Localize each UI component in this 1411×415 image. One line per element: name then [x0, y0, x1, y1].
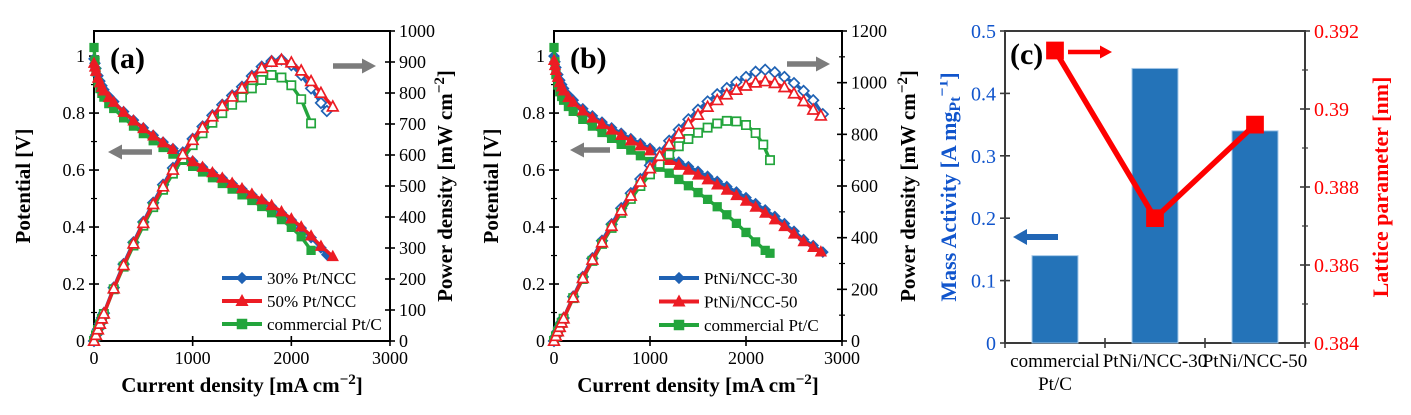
- y-left-axis-title: Potential [V]: [11, 129, 35, 244]
- y-right-tick-label: 800: [399, 83, 426, 103]
- y-right-tick-label: 700: [399, 114, 426, 134]
- panel-label: (c): [1010, 38, 1043, 71]
- series-ptni-ncc-50-power-density: [547, 73, 828, 347]
- x-axis-title: Current density [mA cm−2]: [121, 372, 363, 397]
- plot-border: [93, 30, 391, 342]
- x-tick-label: 3000: [372, 348, 408, 368]
- y-left-tick-label: 0.4: [63, 217, 86, 237]
- y-left-tick-label: 0.6: [523, 160, 546, 180]
- y-right-tick-label: 400: [399, 207, 426, 227]
- panel-a-chart: 0 1000 2000 300000.20.40.60.810100200300400…: [0, 0, 470, 415]
- legend-label: 50% Pt/NCC: [267, 292, 356, 311]
- legend-label: PtNi/NCC-50: [704, 293, 798, 312]
- x-tick-label: 2000: [728, 348, 764, 368]
- y-right-tick-label: 400: [851, 228, 878, 248]
- y-right-tick-label: 200: [399, 269, 426, 289]
- y-right-tick-label: 0.39: [1314, 99, 1349, 121]
- y-left-tick-label: 0.4: [971, 83, 996, 105]
- category-label: Pt/C: [1038, 374, 1072, 395]
- legend-item-50-pt-ncc: 50% Pt/NCC: [222, 292, 356, 311]
- y-right-tick-label: 0: [399, 331, 408, 351]
- legend-item-ptni-ncc-30: PtNi/NCC-30: [659, 269, 798, 288]
- y-right-tick-label: 0.384: [1314, 333, 1359, 355]
- y-left-tick-label: 0: [986, 333, 996, 355]
- series-lattice-parameter-line: [1046, 41, 1264, 228]
- x-tick-label: 3000: [824, 348, 860, 368]
- y-left-tick-label: 0.2: [523, 274, 546, 294]
- panel-b-chart: 0 1000 2000 300000.20.40.60.810200400600800…: [470, 0, 940, 415]
- x-tick-label: 1000: [175, 348, 211, 368]
- y-left-tick-label: 0: [76, 331, 85, 351]
- y-left-axis-title: Mass Activity [A mgPt−1]: [940, 72, 964, 301]
- y-left-tick-label: 1: [536, 46, 545, 66]
- y-right-tick-label: 0.388: [1314, 177, 1359, 199]
- left-axis-arrow: [1013, 229, 1058, 245]
- plot-border: [553, 30, 843, 342]
- y-left-tick-label: 0.5: [971, 21, 996, 43]
- y-right-axis-title: Power density [mW cm−2]: [432, 70, 457, 302]
- y-left-tick-label: 0.8: [523, 103, 546, 123]
- y-right-tick-label: 1000: [851, 73, 887, 93]
- legend: PtNi/NCC-30 PtNi/NCC-50 commercial Pt/C: [659, 269, 819, 335]
- y-right-axis-title: Power density [mW cm−2]: [895, 70, 920, 302]
- legend-label: PtNi/NCC-30: [704, 269, 798, 288]
- series-50-pt-ncc-power-density: [87, 52, 340, 347]
- legend-label: commercial Pt/C: [267, 315, 382, 334]
- x-tick-label: 2000: [273, 348, 309, 368]
- x-axis-title: Current density [mA cm−2]: [577, 372, 819, 397]
- x-tick-label: 1000: [632, 348, 668, 368]
- right-axis-arrow: [333, 58, 376, 74]
- category-label: commercial: [1010, 351, 1100, 372]
- legend-item-commercial-pt-c: commercial Pt/C: [659, 316, 819, 335]
- y-left-tick-label: 1: [76, 46, 85, 66]
- legend-item-ptni-ncc-50: PtNi/NCC-50: [659, 293, 798, 312]
- y-left-tick-label: 0.2: [63, 274, 86, 294]
- series-commercial-pt-c-polarization: [549, 42, 775, 258]
- legend-item-30-pt-ncc: 30% Pt/NCC: [222, 269, 356, 288]
- plot-area: [554, 31, 842, 341]
- series-ptni-ncc-50-polarization: [547, 53, 828, 257]
- y-left-tick-label: 0.6: [63, 160, 86, 180]
- legend: 30% Pt/NCC 50% Pt/NCC commercial Pt/C: [222, 269, 382, 334]
- y-right-tick-label: 0: [851, 331, 860, 351]
- panel-c-chart: 0 0.1 0.2 0.3 0.4 0.5 0.384 0.386 0.388 0.39 0.392…: [940, 0, 1411, 415]
- y-right-tick-label: 600: [399, 145, 426, 165]
- right-axis-arrow: [1068, 45, 1112, 59]
- bar-ptni-ncc-50: [1231, 130, 1279, 344]
- y-left-tick-label: 0: [536, 331, 545, 351]
- y-right-axis-title: Lattice parameter [nm]: [1368, 77, 1393, 298]
- category-label: PtNi/NCC-30: [1103, 351, 1208, 372]
- y-right-tick-label: 200: [851, 279, 878, 299]
- bar-commercial-pt-c: [1031, 255, 1079, 344]
- y-right-tick-label: 800: [851, 124, 878, 144]
- y-right-tick-label: 1200: [851, 21, 887, 41]
- y-right-tick-label: 0.386: [1314, 255, 1359, 277]
- y-left-tick-label: 0.4: [523, 217, 546, 237]
- right-axis-arrow: [787, 56, 830, 72]
- y-left-tick-label: 0.1: [971, 271, 996, 293]
- y-right-tick-label: 600: [851, 176, 878, 196]
- y-right-tick-label: 100: [399, 300, 426, 320]
- left-axis-arrow: [108, 144, 152, 160]
- y-right-tick-label: 0.392: [1314, 21, 1359, 43]
- y-right-tick-label: 1000: [399, 21, 435, 41]
- panel-label: (a): [110, 42, 145, 75]
- y-left-tick-label: 0.8: [63, 103, 86, 123]
- y-right-tick-label: 500: [399, 176, 426, 196]
- y-left-axis-title: Potential [V]: [479, 129, 503, 244]
- category-label: PtNi/NCC-50: [1203, 351, 1308, 372]
- legend-label: commercial Pt/C: [704, 316, 819, 335]
- y-left-tick-label: 0.2: [971, 208, 996, 230]
- y-right-tick-label: 300: [399, 238, 426, 258]
- y-left-tick-label: 0.3: [971, 146, 996, 168]
- legend-item-commercial-pt-c: commercial Pt/C: [222, 315, 382, 334]
- legend-label: 30% Pt/NCC: [267, 269, 356, 288]
- panel-label: (b): [570, 42, 607, 75]
- x-tick-label: 0: [90, 348, 99, 368]
- y-right-tick-label: 900: [399, 52, 426, 72]
- x-tick-label: 0: [550, 348, 559, 368]
- left-axis-arrow: [570, 142, 610, 158]
